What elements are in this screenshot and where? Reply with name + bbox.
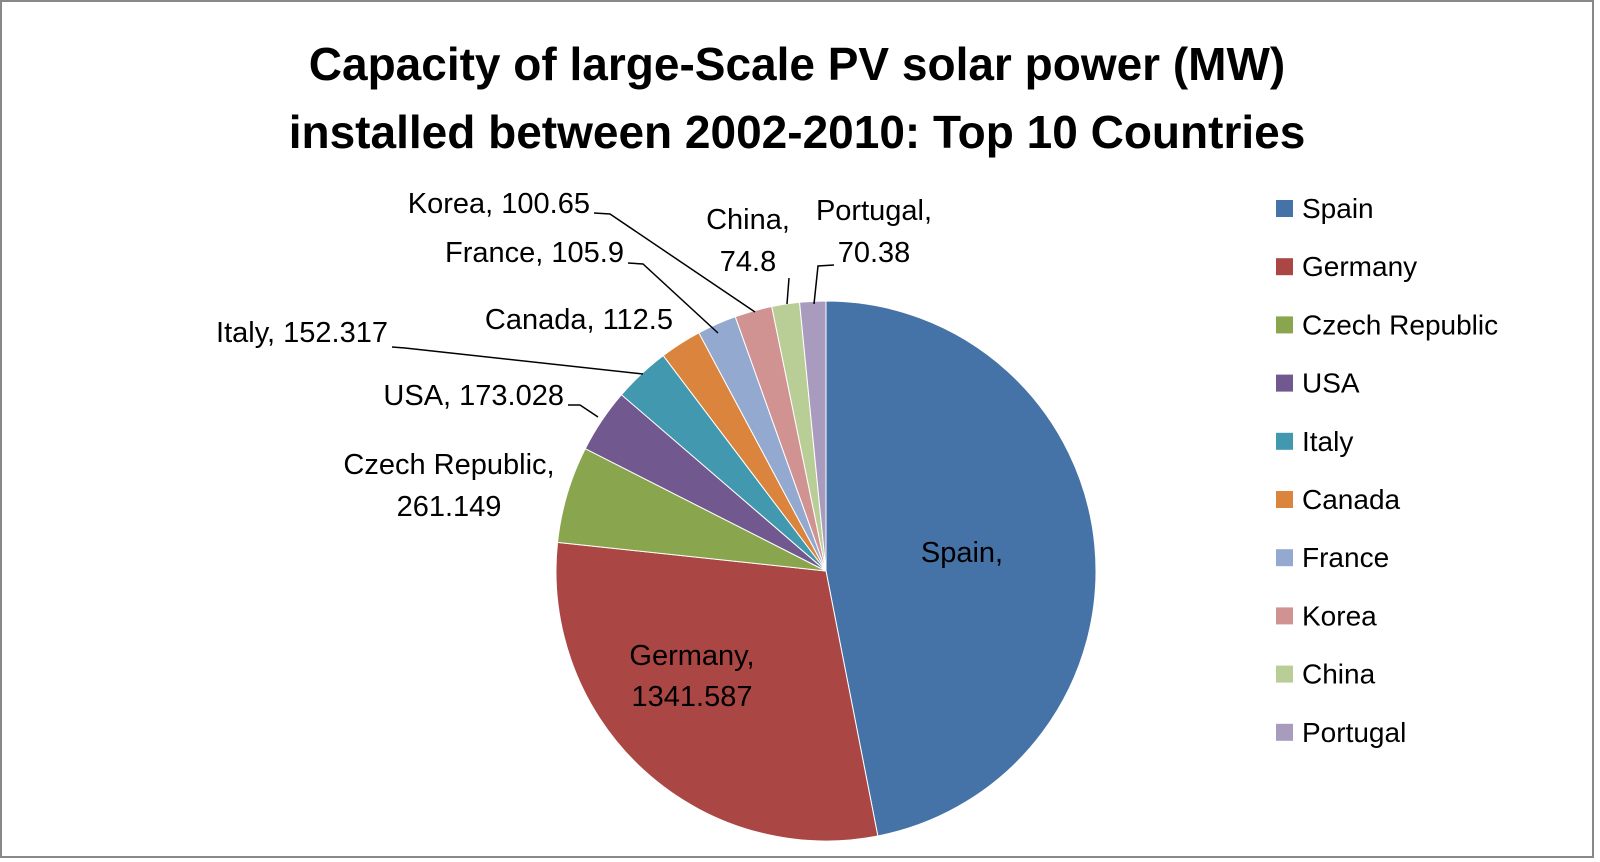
data-label-germany-line-1: Germany,	[629, 640, 754, 672]
leader-line-france	[627, 262, 719, 334]
leader-line-usa	[568, 404, 599, 418]
legend-label-germany: Germany	[1302, 251, 1417, 282]
data-label-spain: Spain,	[921, 537, 1003, 569]
leader-line-portugal	[813, 264, 835, 305]
legend-label-canada: Canada	[1302, 484, 1401, 515]
legend-swatch-czech-republic	[1276, 316, 1293, 334]
pie-slice-portugal	[799, 300, 827, 572]
legend-label-portugal: Portugal	[1302, 717, 1406, 748]
data-label-portugal-line-1: Portugal,	[816, 195, 932, 227]
legend-swatch-usa	[1276, 374, 1293, 392]
legend-label-usa: USA	[1302, 368, 1360, 399]
data-label-czech-republic-line-2: 261.149	[397, 491, 502, 523]
legend-swatch-canada	[1276, 491, 1293, 508]
legend-swatch-germany	[1276, 258, 1293, 276]
legend-swatch-italy	[1276, 432, 1293, 450]
legend-swatch-spain	[1276, 200, 1293, 217]
data-label-korea: Korea, 100.65	[408, 188, 590, 220]
leader-line-italy	[391, 346, 644, 375]
chart-title-line-2: installed between 2002-2010: Top 10 Coun…	[289, 106, 1306, 158]
data-label-france: France, 105.9	[445, 237, 624, 269]
legend-label-korea: Korea	[1302, 600, 1377, 631]
data-label-czech-republic-line-1: Czech Republic,	[343, 449, 554, 481]
data-label-canada: Canada, 112.5	[485, 304, 673, 336]
data-label-china-line-1: China,	[706, 204, 790, 236]
legend-label-italy: Italy	[1302, 426, 1353, 457]
legend-label-czech-republic: Czech Republic	[1302, 309, 1498, 340]
legend-swatch-korea	[1276, 607, 1293, 625]
leader-line-korea	[593, 212, 756, 313]
legend-label-france: France	[1302, 542, 1389, 573]
legend-swatch-portugal	[1276, 723, 1293, 741]
pie-slice-spain	[825, 300, 1097, 837]
data-label-italy: Italy, 152.317	[216, 317, 388, 349]
data-label-germany-line-2: 1341.587	[632, 681, 753, 713]
data-label-usa: USA, 173.028	[383, 380, 564, 412]
legend-swatch-france	[1276, 549, 1293, 567]
data-label-china-line-2: 74.8	[720, 246, 776, 278]
chart-title-line-1: Capacity of large-Scale PV solar power (…	[309, 38, 1285, 90]
legend-label-spain: Spain	[1302, 193, 1374, 224]
leader-line-china	[786, 277, 790, 305]
data-label-portugal-line-2: 70.38	[838, 237, 911, 269]
legend-swatch-china	[1276, 665, 1293, 683]
pie-slice-germany	[555, 541, 879, 842]
legend-label-china: China	[1302, 659, 1376, 690]
